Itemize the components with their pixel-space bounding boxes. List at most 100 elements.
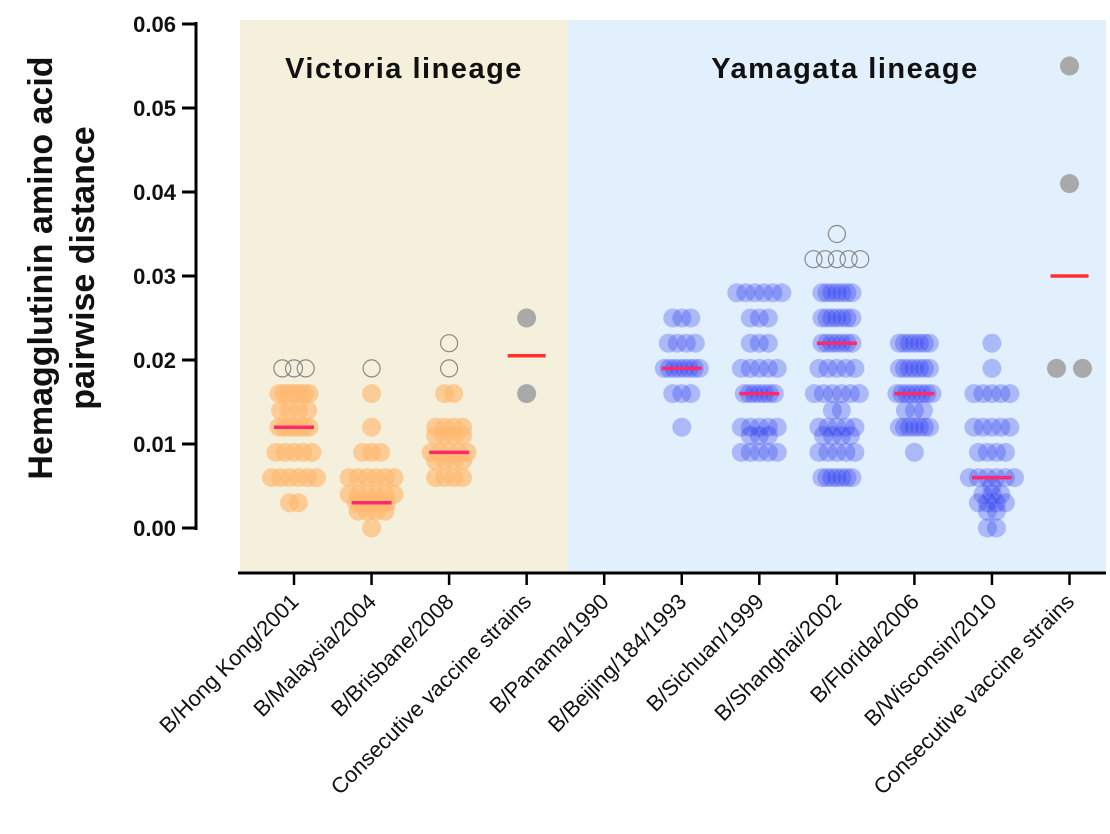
data-point <box>973 417 993 437</box>
data-point <box>827 283 847 303</box>
data-point <box>809 417 829 437</box>
data-point <box>736 283 756 303</box>
data-point <box>731 442 751 462</box>
data-point <box>995 442 1015 462</box>
data-point <box>837 468 857 488</box>
x-category-label: B/Beijing/184/1993 <box>543 589 691 737</box>
data-point <box>749 442 769 462</box>
data-point <box>362 417 382 437</box>
data-point <box>904 417 924 437</box>
data-point <box>453 417 473 437</box>
data-point <box>1000 384 1020 404</box>
data-point <box>845 417 865 437</box>
data-point <box>977 493 997 513</box>
data-point <box>827 417 847 437</box>
data-point <box>763 283 783 303</box>
y-tick-label: 0.01 <box>133 432 176 457</box>
data-point <box>453 468 473 488</box>
data-point <box>517 384 537 404</box>
data-point <box>991 484 1011 504</box>
data-point <box>904 400 924 420</box>
data-point <box>444 384 464 404</box>
outlier-point <box>296 359 315 378</box>
data-point <box>842 308 862 328</box>
y-tick-label: 0.05 <box>133 96 176 121</box>
data-point <box>818 417 838 437</box>
data-point <box>681 308 701 328</box>
data-point <box>749 333 769 353</box>
outlier-point <box>851 250 870 269</box>
data-point <box>889 358 909 378</box>
data-point <box>822 468 842 488</box>
data-point <box>667 333 687 353</box>
data-point <box>307 468 326 488</box>
outlier-point <box>284 359 304 378</box>
data-point <box>672 384 692 404</box>
data-point <box>371 442 391 462</box>
data-point <box>663 308 683 328</box>
data-point <box>758 426 778 446</box>
data-point <box>889 417 909 437</box>
data-point <box>813 384 833 404</box>
data-point <box>804 384 824 404</box>
data-point <box>836 358 856 378</box>
data-point <box>832 308 852 328</box>
y-tick-label: 0.00 <box>133 516 176 541</box>
data-point <box>842 283 862 303</box>
data-point <box>758 442 778 462</box>
data-point <box>740 358 760 378</box>
outlier-point <box>839 250 858 269</box>
data-point <box>822 426 842 446</box>
data-point <box>894 333 914 353</box>
data-point <box>822 384 842 404</box>
data-point <box>767 442 787 462</box>
data-point <box>745 283 765 303</box>
x-category-label: B/Hong Kong/2001 <box>154 589 303 738</box>
data-point <box>836 442 856 462</box>
data-point <box>658 333 678 353</box>
data-point <box>749 426 769 446</box>
data-point <box>919 358 939 378</box>
data-point <box>894 417 914 437</box>
data-point <box>740 442 760 462</box>
data-point <box>831 384 851 404</box>
data-point <box>362 518 382 538</box>
data-point <box>919 417 939 437</box>
data-point <box>289 493 308 513</box>
outlier-point <box>804 250 823 269</box>
data-point <box>909 417 929 437</box>
data-point <box>740 308 760 328</box>
data-point <box>740 426 760 446</box>
data-point <box>904 442 924 462</box>
data-point <box>754 283 774 303</box>
data-point <box>1060 56 1079 76</box>
data-point <box>899 417 919 437</box>
data-point <box>740 417 760 437</box>
data-point <box>827 468 847 488</box>
data-point <box>982 358 1002 378</box>
data-point <box>827 308 847 328</box>
data-point <box>749 358 769 378</box>
data-point <box>817 308 837 328</box>
outlier-point <box>440 359 459 378</box>
data-point <box>919 333 939 353</box>
data-point <box>298 400 317 420</box>
data-point <box>986 442 1006 462</box>
data-point <box>822 283 842 303</box>
data-point <box>973 484 993 504</box>
data-point <box>813 426 833 446</box>
data-point <box>964 417 984 437</box>
data-point <box>845 358 865 378</box>
data-point <box>749 308 769 328</box>
data-point <box>914 333 934 353</box>
data-point <box>977 518 997 538</box>
outlier-point <box>440 334 459 353</box>
data-point <box>895 400 915 420</box>
data-point <box>672 417 692 437</box>
data-point <box>991 417 1011 437</box>
median-lines <box>274 274 1089 505</box>
data-point <box>809 442 829 462</box>
data-point <box>837 283 857 303</box>
data-point <box>767 417 787 437</box>
